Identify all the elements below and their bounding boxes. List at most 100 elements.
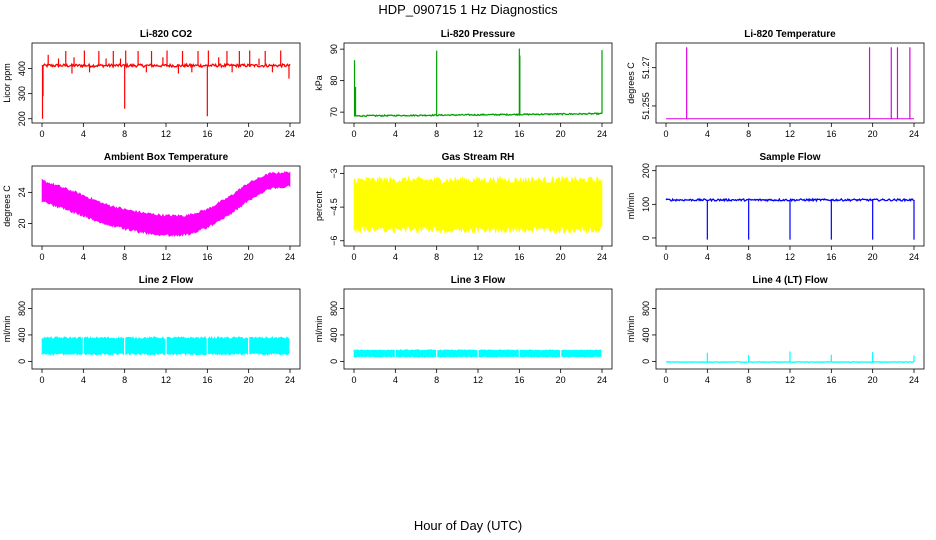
x-tick-label: 8 bbox=[434, 129, 439, 139]
x-tick-label: 24 bbox=[597, 375, 607, 385]
y-axis-label: percent bbox=[314, 190, 324, 221]
y-axis-label: degrees C bbox=[626, 62, 636, 104]
data-layer bbox=[353, 48, 603, 118]
x-tick-label: 12 bbox=[161, 252, 171, 262]
y-tick-label: 0 bbox=[641, 359, 651, 364]
x-tick-label: 24 bbox=[285, 375, 295, 385]
y-tick-label: 400 bbox=[17, 327, 27, 342]
y-axis-label: Licor ppm bbox=[2, 63, 12, 103]
y-tick-label: −4.5 bbox=[329, 198, 339, 216]
x-tick-label: 20 bbox=[244, 129, 254, 139]
x-tick-label: 8 bbox=[434, 252, 439, 262]
x-tick-label: 8 bbox=[122, 375, 127, 385]
y-axis-label: ml/min bbox=[2, 316, 12, 343]
y-tick-label: −3 bbox=[329, 168, 339, 178]
panel-title: Line 3 Flow bbox=[451, 275, 506, 286]
chart-panel: Ambient Box Temperature degrees C 0 4 8 12 16 2… bbox=[2, 152, 301, 262]
data-layer bbox=[353, 348, 603, 359]
panel-title: Line 4 (LT) Flow bbox=[752, 275, 828, 286]
x-tick-label: 24 bbox=[909, 252, 919, 262]
x-tick-label: 16 bbox=[202, 252, 212, 262]
chart-panel: Sample Flow ml/min 0 4 8 12 16 20 24 0 100 200 bbox=[626, 152, 925, 262]
panel-title: Sample Flow bbox=[759, 152, 820, 163]
y-tick-label: 800 bbox=[329, 301, 339, 316]
y-tick-label: 24 bbox=[17, 187, 27, 197]
x-tick-label: 0 bbox=[39, 129, 44, 139]
x-tick-label: 24 bbox=[285, 252, 295, 262]
data-layer bbox=[41, 171, 291, 237]
y-axis-label: ml/min bbox=[314, 316, 324, 343]
x-tick-label: 20 bbox=[556, 375, 566, 385]
x-tick-label: 0 bbox=[39, 375, 44, 385]
x-tick-label: 16 bbox=[514, 129, 524, 139]
x-tick-label: 20 bbox=[868, 252, 878, 262]
x-tick-label: 0 bbox=[663, 129, 668, 139]
x-tick-label: 20 bbox=[868, 375, 878, 385]
y-tick-label: 400 bbox=[329, 327, 339, 342]
panel-title: Ambient Box Temperature bbox=[104, 152, 229, 163]
x-tick-label: 0 bbox=[351, 252, 356, 262]
page-title: HDP_090715 1 Hz Diagnostics bbox=[378, 2, 558, 17]
chart-panel: Li-820 Temperature degrees C 0 4 8 12 16 20 24 51… bbox=[626, 29, 925, 139]
y-tick-label: 0 bbox=[641, 235, 651, 240]
x-tick-label: 12 bbox=[161, 375, 171, 385]
x-tick-label: 24 bbox=[597, 129, 607, 139]
x-tick-label: 8 bbox=[746, 252, 751, 262]
x-tick-label: 20 bbox=[556, 129, 566, 139]
plot-frame bbox=[31, 288, 301, 370]
x-tick-label: 4 bbox=[81, 375, 86, 385]
y-tick-label: 800 bbox=[17, 301, 27, 316]
x-tick-label: 8 bbox=[746, 375, 751, 385]
data-layer bbox=[666, 47, 914, 120]
data-layer bbox=[41, 335, 291, 357]
chart-panel: Li-820 Pressure kPa 0 4 8 12 16 20 24 70 80 90 bbox=[314, 29, 613, 139]
x-tick-label: 20 bbox=[244, 252, 254, 262]
x-tick-label: 12 bbox=[473, 252, 483, 262]
plot-frame bbox=[655, 42, 925, 124]
y-tick-label: 800 bbox=[641, 301, 651, 316]
x-tick-label: 12 bbox=[473, 375, 483, 385]
chart-panel: Line 3 Flow ml/min 0 4 8 12 16 20 24 0 400 800 bbox=[314, 275, 613, 385]
x-tick-label: 0 bbox=[663, 252, 668, 262]
y-tick-label: 200 bbox=[17, 111, 27, 126]
panel-title: Li-820 Pressure bbox=[441, 29, 516, 40]
x-tick-label: 24 bbox=[909, 129, 919, 139]
series-line bbox=[41, 62, 291, 69]
chart-panel: Line 4 (LT) Flow ml/min 0 4 8 12 16 20 24 0 400 800 bbox=[626, 275, 925, 385]
y-tick-label: 20 bbox=[17, 219, 27, 229]
x-tick-label: 4 bbox=[705, 375, 710, 385]
y-axis-label: ml/min bbox=[626, 316, 636, 343]
x-tick-label: 12 bbox=[161, 129, 171, 139]
data-layer bbox=[353, 175, 603, 235]
x-tick-label: 4 bbox=[393, 375, 398, 385]
y-axis-label: ml/min bbox=[626, 193, 636, 220]
plot-frame bbox=[343, 42, 613, 124]
x-tick-label: 16 bbox=[826, 375, 836, 385]
x-tick-label: 4 bbox=[705, 252, 710, 262]
y-tick-label: 200 bbox=[641, 163, 651, 178]
y-tick-label: −6 bbox=[329, 236, 339, 246]
x-tick-label: 8 bbox=[746, 129, 751, 139]
data-layer bbox=[41, 50, 291, 119]
x-tick-label: 20 bbox=[556, 252, 566, 262]
x-tick-label: 0 bbox=[351, 129, 356, 139]
x-tick-label: 0 bbox=[351, 375, 356, 385]
x-tick-label: 0 bbox=[663, 375, 668, 385]
x-tick-label: 16 bbox=[826, 129, 836, 139]
x-tick-label: 4 bbox=[393, 129, 398, 139]
panel-title: Li-820 CO2 bbox=[140, 29, 193, 40]
y-tick-label: 300 bbox=[17, 86, 27, 101]
x-tick-label: 12 bbox=[473, 129, 483, 139]
x-tick-label: 16 bbox=[202, 129, 212, 139]
x-tick-label: 4 bbox=[705, 129, 710, 139]
panel-title: Line 2 Flow bbox=[139, 275, 194, 286]
y-tick-label: 51.27 bbox=[641, 56, 651, 79]
x-axis-caption: Hour of Day (UTC) bbox=[413, 518, 523, 533]
x-tick-label: 8 bbox=[434, 375, 439, 385]
chart-panel: Li-820 CO2 Licor ppm 0 4 8 12 16 20 24 200 300 400 bbox=[2, 29, 301, 139]
y-axis-label: kPa bbox=[314, 75, 324, 91]
data-layer bbox=[665, 351, 915, 364]
plot-frame bbox=[31, 42, 301, 124]
chart-panel: Line 2 Flow ml/min 0 4 8 12 16 20 24 0 400 800 bbox=[2, 275, 301, 385]
